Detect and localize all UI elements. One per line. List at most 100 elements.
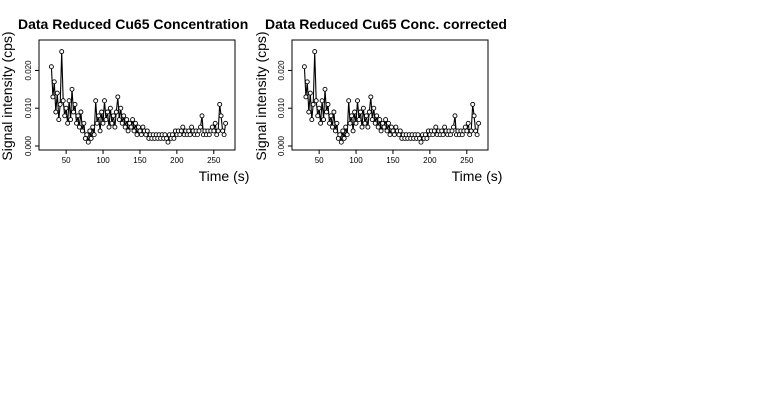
data-point	[304, 79, 310, 85]
y-tick-label: 0.020	[24, 60, 33, 81]
data-point	[383, 117, 389, 123]
data-point	[57, 101, 63, 107]
data-point	[346, 98, 352, 104]
data-point	[315, 113, 321, 119]
data-point	[384, 128, 390, 134]
data-point	[452, 113, 458, 119]
data-point	[355, 98, 360, 104]
chart-1-series-points	[48, 49, 229, 145]
data-point	[387, 132, 393, 138]
data-point	[350, 128, 356, 134]
chart-panel-2: Data Reduced Cu65 Conc. corrected 50 100 1…	[253, 16, 507, 184]
data-point	[180, 124, 186, 130]
data-point	[378, 128, 384, 134]
data-point	[440, 132, 446, 138]
data-point	[91, 132, 97, 138]
data-point	[198, 124, 203, 130]
data-point	[468, 128, 474, 134]
data-point	[128, 124, 134, 130]
data-point	[103, 117, 109, 123]
chart-1-plot-box	[38, 39, 236, 151]
x-tick-label: 100	[349, 156, 363, 165]
data-point	[322, 86, 328, 92]
data-point	[48, 64, 54, 70]
data-point	[87, 128, 93, 134]
data-point	[424, 135, 430, 141]
data-point	[51, 79, 57, 85]
data-point	[353, 120, 359, 126]
data-point	[312, 49, 318, 55]
data-point	[66, 98, 72, 104]
data-point	[391, 132, 397, 138]
data-point	[68, 117, 74, 123]
data-point	[118, 105, 124, 111]
data-point	[433, 124, 439, 130]
y-tick-label: 0.000	[24, 135, 33, 156]
data-point	[340, 128, 346, 134]
data-point	[63, 105, 69, 111]
data-point	[115, 94, 121, 100]
data-point	[306, 109, 312, 115]
data-point	[321, 117, 327, 123]
chart-2-y-axis-label: Signal intensity (cps)	[253, 31, 269, 160]
data-point	[99, 109, 105, 115]
data-point	[69, 86, 75, 92]
x-tick-label: 200	[170, 156, 184, 165]
data-point	[90, 124, 96, 130]
data-point	[470, 101, 476, 107]
data-point	[371, 105, 377, 111]
data-point	[105, 109, 110, 115]
x-tick-label: 100	[96, 156, 110, 165]
data-point	[217, 101, 223, 107]
chart-2-y-ticks: 0.000 0.010 0.020	[277, 60, 292, 156]
data-point	[372, 120, 378, 126]
data-point	[93, 98, 99, 104]
data-point	[62, 113, 68, 119]
x-tick-label: 50	[62, 156, 71, 165]
y-tick-label: 0.000	[277, 135, 286, 156]
data-point	[465, 120, 471, 126]
data-point	[327, 120, 332, 126]
data-point	[134, 132, 140, 138]
data-point	[130, 117, 136, 123]
data-point	[303, 94, 309, 100]
data-point	[363, 113, 369, 119]
data-point	[60, 98, 66, 104]
data-point	[365, 124, 371, 130]
data-point	[331, 109, 337, 115]
data-point	[418, 139, 424, 145]
data-point	[56, 117, 62, 123]
data-point	[221, 132, 227, 138]
data-point	[102, 98, 107, 104]
data-point	[337, 132, 343, 138]
chart-1-x-axis-label: Time (s)	[199, 168, 250, 184]
data-point	[397, 128, 403, 134]
y-tick-label: 0.010	[24, 98, 33, 119]
data-point	[377, 117, 383, 123]
data-point	[359, 124, 365, 130]
data-point	[116, 117, 122, 123]
data-point	[133, 120, 138, 126]
data-point	[107, 105, 113, 111]
data-point	[329, 124, 335, 130]
data-point	[360, 105, 366, 111]
data-point	[131, 128, 137, 134]
chart-panel-1: Data Reduced Cu65 Concentration 50 100 150…	[0, 16, 249, 184]
data-point	[112, 124, 118, 130]
data-point	[138, 132, 144, 138]
data-point	[366, 109, 372, 115]
data-point	[344, 132, 350, 138]
data-point	[54, 90, 60, 96]
chart-1-y-ticks: 0.000 0.010 0.020	[24, 60, 39, 156]
data-point	[71, 109, 76, 115]
data-point	[50, 94, 56, 100]
data-point	[347, 120, 353, 126]
data-point	[74, 120, 79, 126]
data-point	[332, 128, 338, 134]
y-tick-label: 0.010	[277, 98, 286, 119]
data-point	[97, 128, 103, 134]
data-point	[76, 124, 82, 130]
data-point	[125, 128, 131, 134]
data-point	[81, 120, 87, 126]
